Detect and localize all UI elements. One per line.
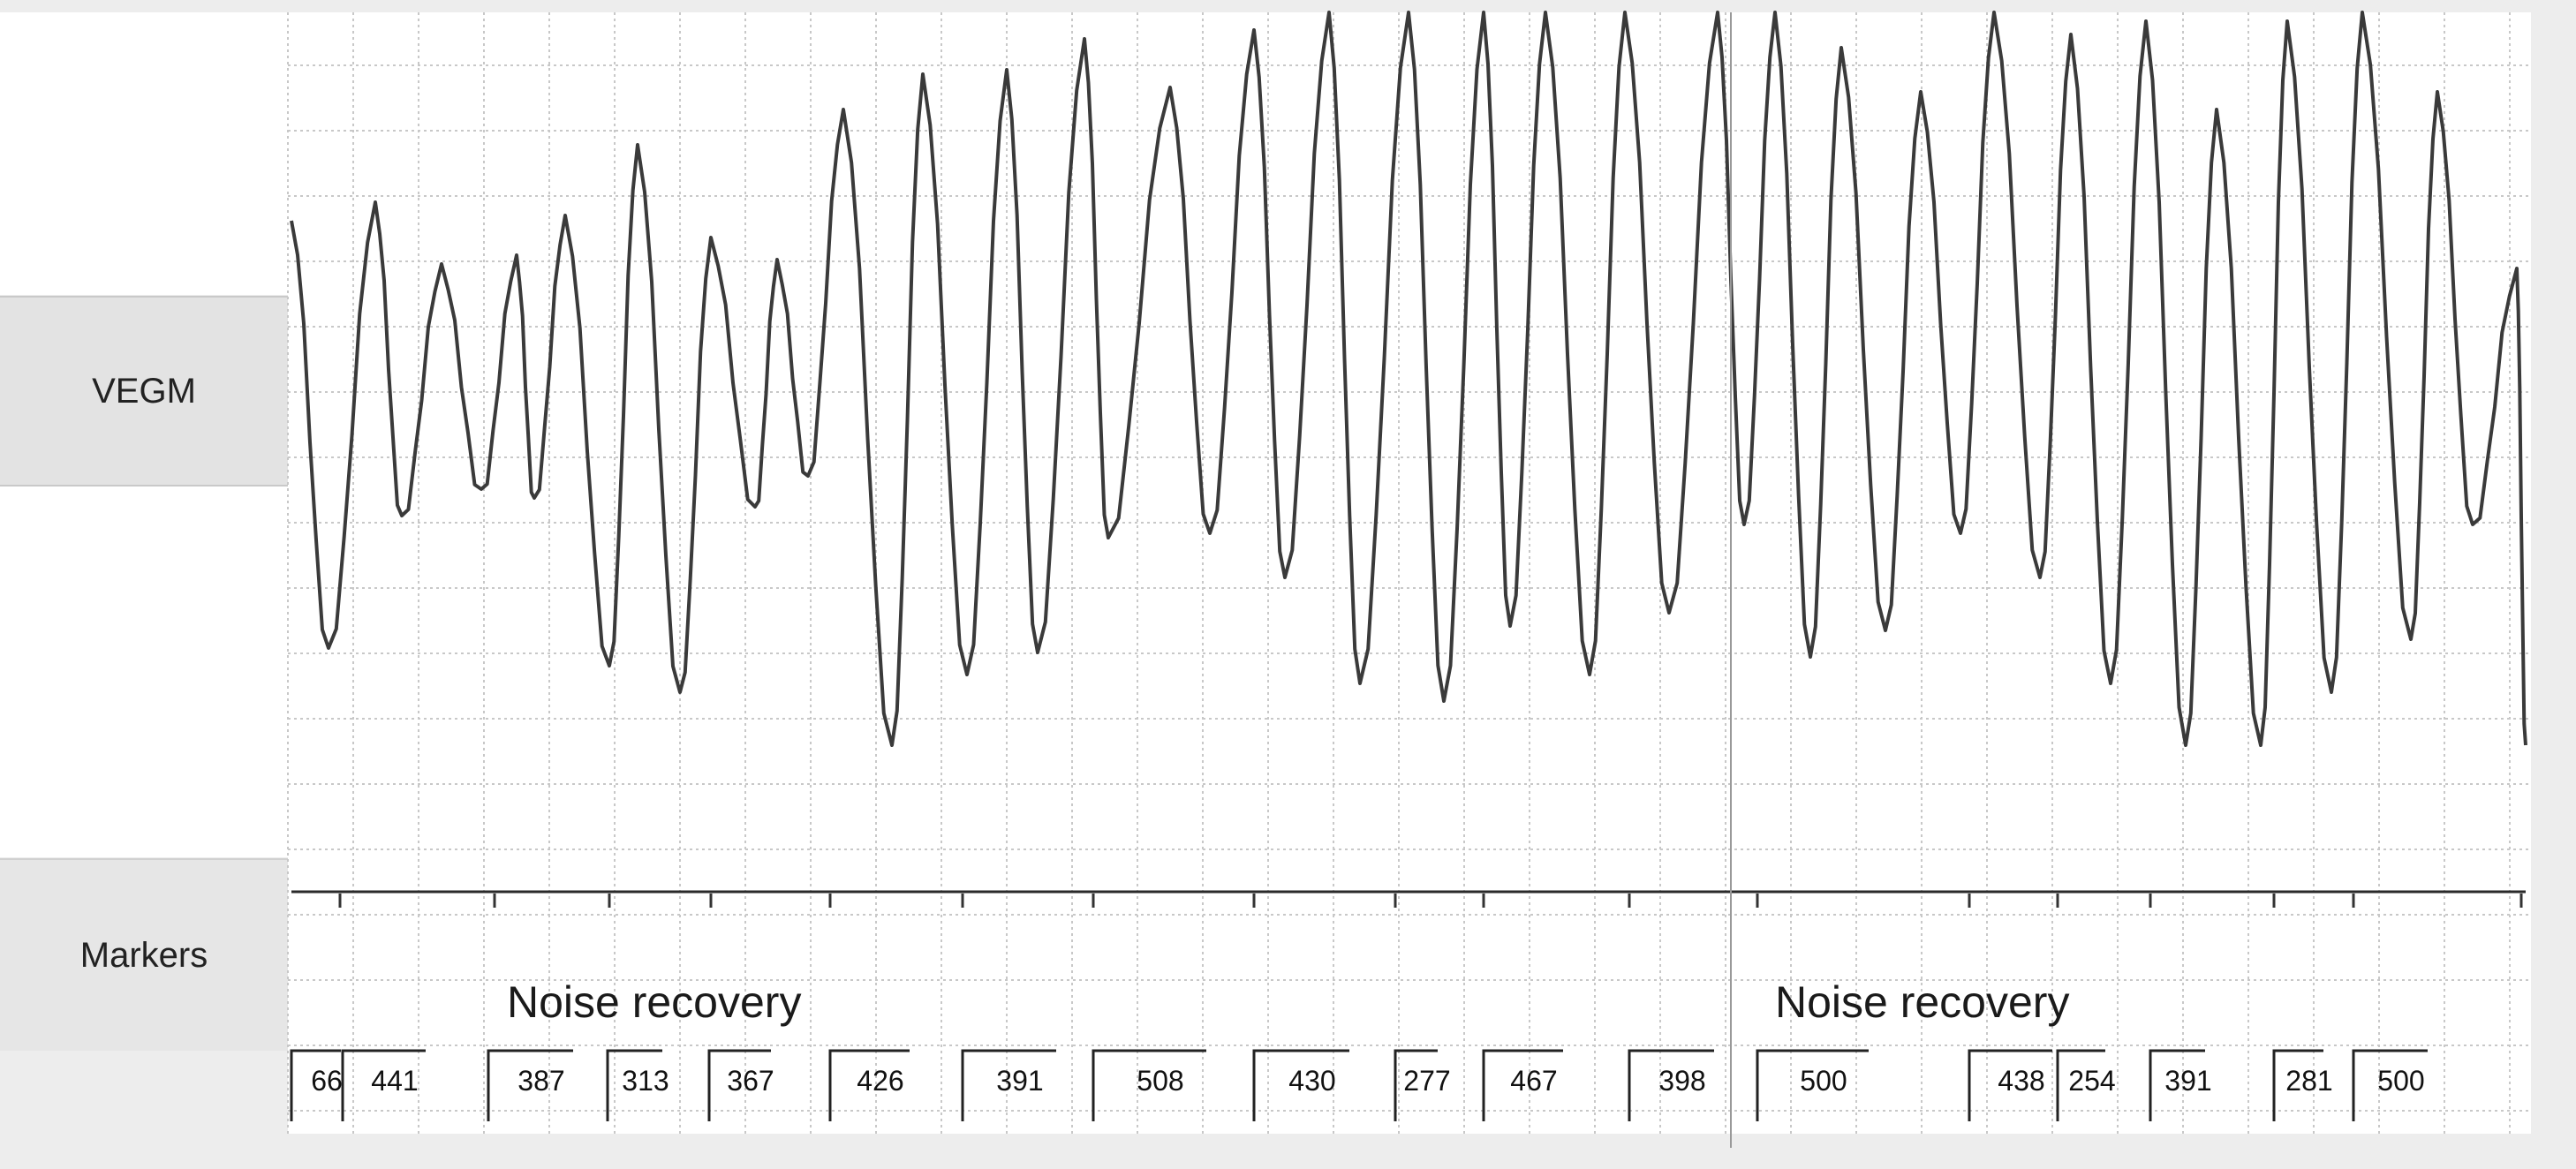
noise-recovery-label-1: Noise recovery [507,977,802,1027]
interval-value: 281 [2285,1065,2332,1097]
interval-value: 66 [311,1065,343,1097]
interval-value: 391 [2164,1065,2211,1097]
interval-marker [1252,1049,1349,1121]
interval-value: 277 [1403,1065,1450,1097]
interval-value: 426 [857,1065,903,1097]
interval-marker [1756,1049,1869,1121]
interval-value: 500 [1800,1065,1847,1097]
interval-value: 398 [1658,1065,1705,1097]
interval-marker [1968,1049,2052,1121]
markers-channel-label: Markers [0,858,288,1051]
interval-value: 367 [727,1065,774,1097]
interval-markers: 66 441 387 313 367 426 391 508 430 277 467 398 500 43… [290,894,2523,1121]
interval-value: 438 [1998,1065,2044,1097]
interval-marker [341,1049,426,1121]
interval-marker [707,1049,771,1121]
interval-marker [1482,1049,1563,1121]
interval-marker [1628,1049,1714,1121]
vegm-trace [290,11,2527,747]
interval-value: 467 [1510,1065,1557,1097]
noise-recovery-label-2: Noise recovery [1775,977,2070,1027]
interval-marker [961,1049,1056,1121]
interval-marker [606,1049,662,1121]
vegm-channel-label: VEGM [0,296,288,486]
interval-value: 254 [2068,1065,2115,1097]
interval-marker [2056,1049,2105,1121]
interval-value: 508 [1137,1065,1183,1097]
interval-marker [2149,1049,2205,1121]
interval-marker [290,1049,341,1121]
channel-label-column-top [0,12,288,295]
interval-value: 391 [996,1065,1043,1097]
interval-value: 441 [371,1065,418,1097]
grid-lines [287,12,2531,1134]
interval-value: 387 [517,1065,564,1097]
interval-marker [2352,1049,2428,1121]
interval-marker [1092,1049,1206,1121]
channel-label-column-middle [0,485,288,857]
interval-value: 313 [622,1065,669,1097]
interval-marker [487,1049,573,1121]
grid-paper [288,12,2531,1134]
interval-value: 500 [2377,1065,2424,1097]
interval-value: 430 [1288,1065,1335,1097]
interval-marker [828,1049,910,1121]
interval-marker [2272,1049,2323,1121]
interval-marker [1394,1049,1438,1121]
